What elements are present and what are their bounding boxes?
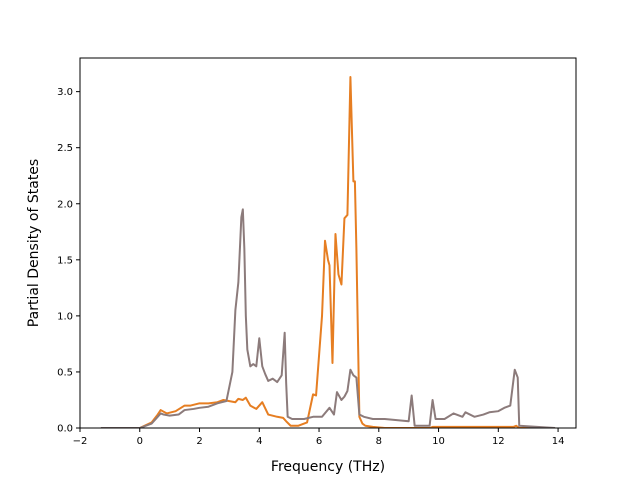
x-tick-label: 0 [137, 436, 143, 447]
x-axis-label: Frequency (THz) [271, 459, 385, 475]
x-axis-ticks: −2 0 2 4 6 8 10 12 14 [73, 428, 565, 447]
y-tick-label: 1.0 [57, 311, 73, 322]
pdos-series-1-line [100, 76, 556, 428]
y-tick-label: 0.0 [57, 424, 73, 435]
x-tick-label: 14 [552, 436, 565, 447]
y-tick-label: 0.5 [57, 367, 73, 378]
series-layer [100, 76, 556, 428]
x-tick-label: 6 [316, 436, 322, 447]
y-tick-label: 2.5 [57, 143, 73, 154]
y-axis-label: Partial Density of States [26, 159, 42, 327]
y-axis-ticks: 0.0 0.5 1.0 1.5 2.0 2.5 3.0 [57, 87, 80, 435]
x-tick-label: 4 [256, 436, 262, 447]
y-tick-label: 3.0 [57, 87, 73, 98]
x-tick-label: 8 [376, 436, 382, 447]
y-tick-label: 1.5 [57, 255, 73, 266]
x-tick-label: −2 [73, 436, 88, 447]
pdos-series-2-line [100, 208, 556, 428]
x-tick-label: 10 [432, 436, 445, 447]
y-tick-label: 2.0 [57, 199, 73, 210]
x-tick-label: 12 [492, 436, 505, 447]
x-tick-label: 2 [196, 436, 202, 447]
plot-area [100, 76, 556, 428]
plot-frame [79, 57, 577, 429]
